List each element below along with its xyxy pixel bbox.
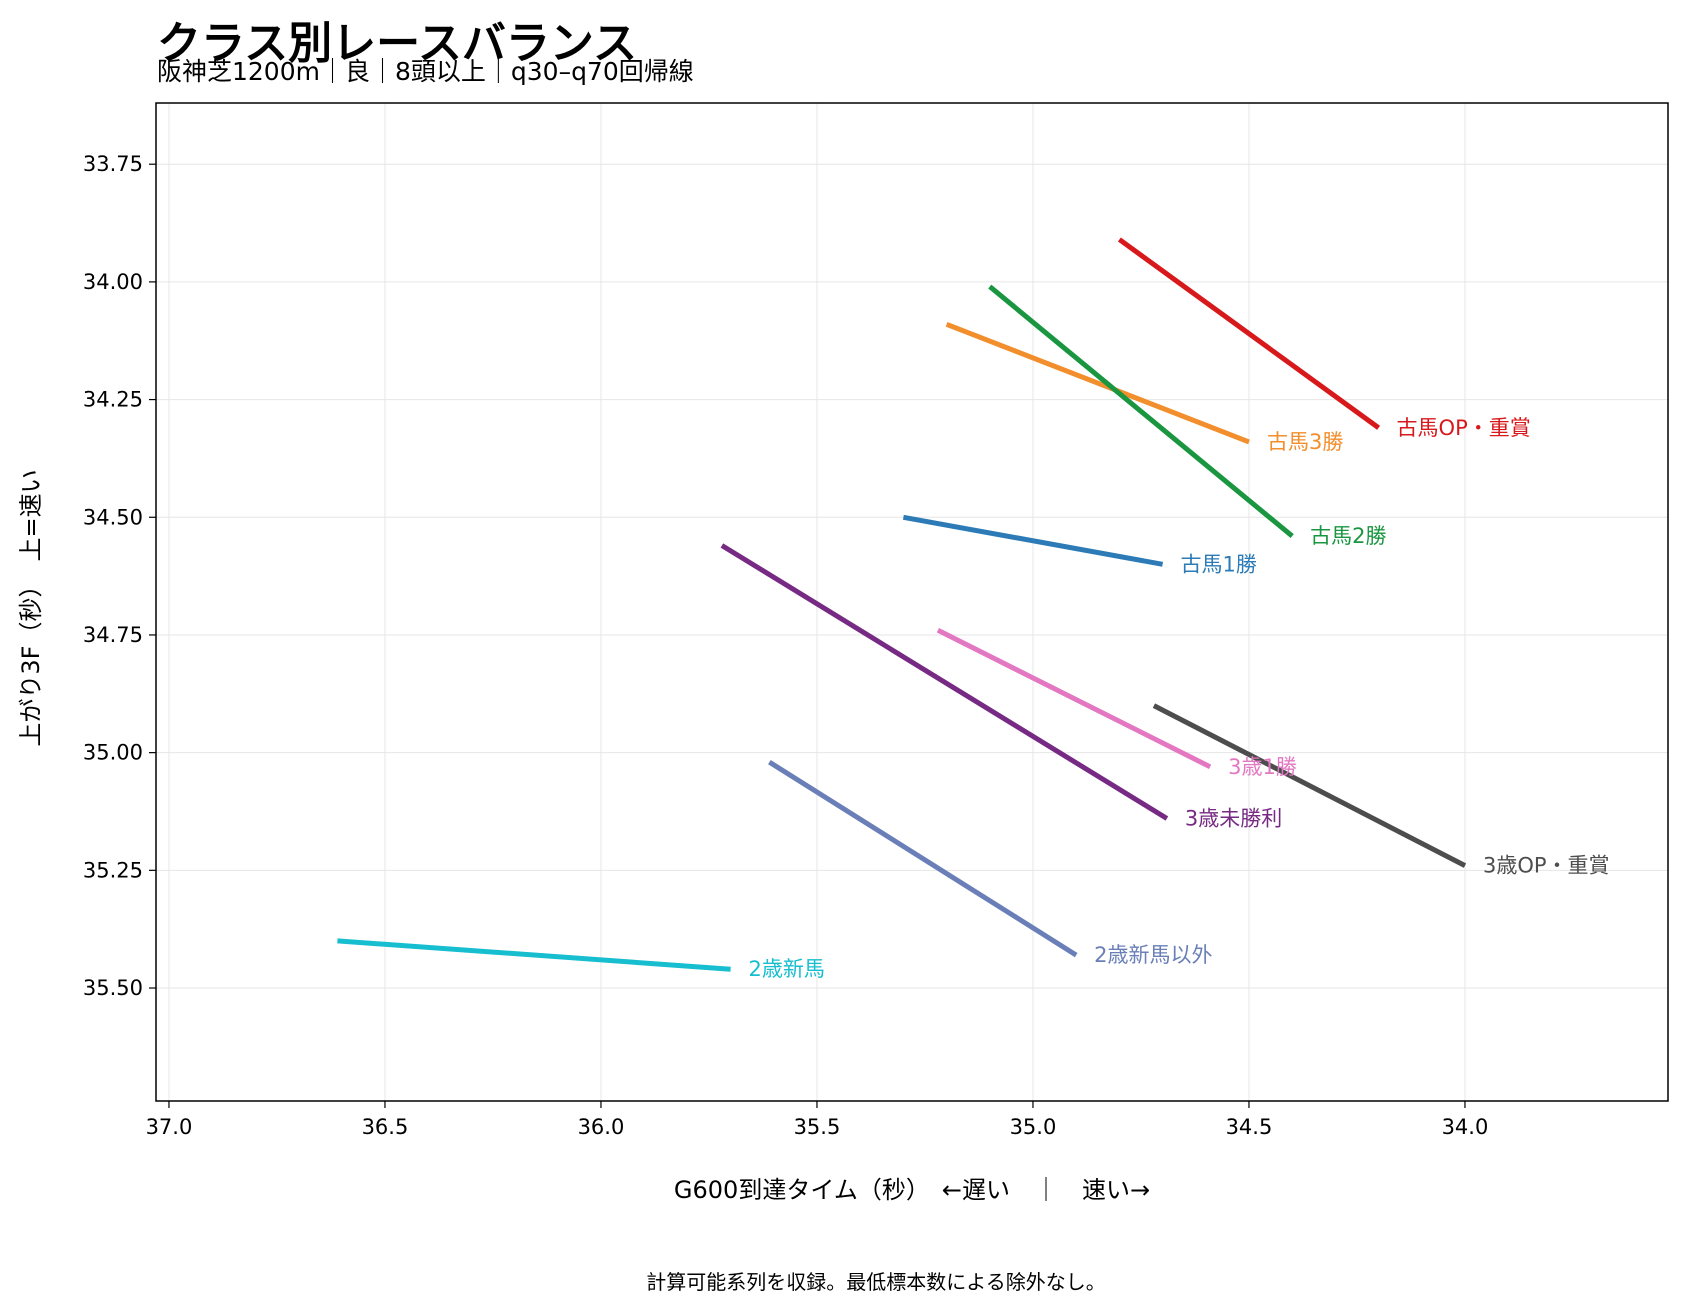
series-label: 古馬1勝 [1181, 552, 1257, 576]
series-line [1117, 237, 1381, 430]
y-axis-ticks: 33.75 34.00 34.25 34.50 34.75 35.00 35.25 35.50 [83, 152, 156, 1000]
x-tick-label: 34.5 [1226, 1115, 1273, 1139]
x-tick-label: 34.0 [1442, 1115, 1489, 1139]
series-label: 古馬2勝 [1310, 524, 1386, 548]
series-label: 3歳未勝利 [1185, 807, 1282, 831]
x-tick-label: 36.0 [578, 1115, 625, 1139]
series-line [902, 514, 1164, 567]
series-label: 古馬OP・重賞 [1397, 416, 1531, 440]
x-tick-label: 35.0 [1010, 1115, 1057, 1139]
y-tick-label: 34.75 [83, 623, 143, 647]
y-tick-label: 35.00 [83, 741, 143, 765]
footnote: 計算可能系列を収録。最低標本数による除外なし。 [646, 1270, 1105, 1294]
series-label: 3歳1勝 [1228, 755, 1297, 779]
y-axis-label: 上がり3F（秒） 上=速い [17, 469, 45, 746]
series-label: 2歳新馬 [749, 957, 825, 981]
series-line [1152, 703, 1467, 868]
series-line [337, 938, 731, 972]
y-tick-label: 33.75 [83, 152, 143, 176]
x-tick-label: 37.0 [146, 1115, 193, 1139]
series-label: 古馬3勝 [1267, 430, 1343, 454]
y-tick-label: 35.50 [83, 976, 143, 1000]
x-axis-ticks: 37.0 36.5 36.0 35.5 35.0 34.5 34.0 [146, 1101, 1489, 1139]
y-tick-label: 34.25 [83, 388, 143, 412]
series-line [988, 284, 1294, 539]
chart-subtitle: 阪神芝1200m｜良｜8頭以上｜q30–q70回帰線 [157, 57, 694, 86]
series-label: 3歳OP・重賞 [1483, 854, 1610, 878]
series-lines [337, 237, 1467, 972]
y-tick-label: 34.00 [83, 270, 143, 294]
x-axis-label: G600到達タイム（秒） ←遅い ｜ 速い→ [674, 1176, 1150, 1204]
y-tick-label: 34.50 [83, 505, 143, 529]
chart-title: クラス別レースバランス [157, 18, 637, 69]
grid [156, 103, 1668, 1101]
series-line [945, 321, 1250, 445]
series-label: 2歳新馬以外 [1094, 943, 1212, 967]
series-line [768, 759, 1078, 958]
x-tick-label: 35.5 [794, 1115, 841, 1139]
y-tick-label: 35.25 [83, 858, 143, 882]
plot-frame [155, 102, 1669, 1102]
x-tick-label: 36.5 [362, 1115, 409, 1139]
series-line [720, 543, 1169, 821]
series-line [936, 627, 1212, 770]
